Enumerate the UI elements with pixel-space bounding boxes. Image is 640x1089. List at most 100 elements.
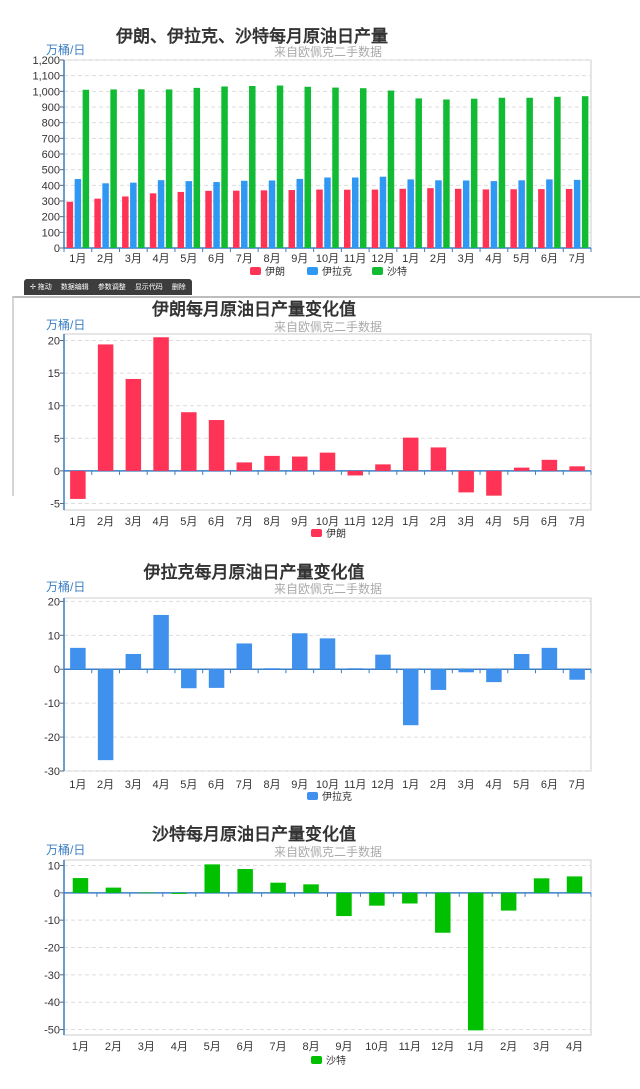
- x-tick-label: 2月: [97, 253, 114, 265]
- bar: [351, 177, 359, 248]
- bar: [490, 181, 498, 248]
- x-tick-label: 10月: [316, 779, 339, 791]
- x-tick-label: 4月: [153, 779, 170, 791]
- bar: [541, 647, 558, 670]
- chart-panel-iran-change: 伊朗每月原油日产量变化值 来自欧佩克二手数据 万桶/日 -5 0 5 10 15 20 1月 2月 3…: [0, 292, 640, 550]
- y-axis-title: 万桶/日: [46, 42, 85, 57]
- bar: [270, 882, 286, 893]
- x-tick-label: 7月: [236, 253, 253, 265]
- bar: [125, 378, 142, 471]
- bar: [233, 190, 240, 248]
- x-tick-label: 1月: [69, 516, 86, 528]
- x-tick-label: 7月: [569, 253, 586, 265]
- y-tick-label: 20: [48, 336, 60, 348]
- bar: [102, 183, 109, 248]
- legend-swatch: [250, 267, 261, 275]
- y-tick-label: 0: [54, 664, 60, 676]
- bar: [260, 190, 268, 248]
- legend-label: 沙特: [387, 266, 407, 278]
- x-tick-label: 10月: [365, 1041, 388, 1053]
- bar: [319, 452, 336, 471]
- x-tick-label: 9月: [291, 516, 308, 528]
- legend-swatch: [307, 792, 318, 800]
- bar: [573, 179, 581, 248]
- bar: [249, 86, 256, 248]
- chart-subtitle: 来自欧佩克二手数据: [274, 44, 382, 59]
- x-tick-label: 5月: [513, 253, 530, 265]
- x-tick-label: 3月: [533, 1041, 550, 1053]
- bar: [581, 96, 589, 248]
- x-tick-label: 2月: [500, 1041, 517, 1053]
- chart-panel-production: 伊朗、伊拉克、沙特每月原油日产量 来自欧佩克二手数据 万桶/日 0 100 200 300 4…: [0, 0, 640, 285]
- bar: [138, 892, 155, 894]
- legend-label: 伊朗: [265, 266, 285, 278]
- bar: [510, 189, 517, 248]
- bar: [237, 869, 253, 893]
- y-tick-label: -30: [44, 970, 60, 982]
- x-tick-label: 11月: [399, 1041, 421, 1053]
- x-tick-label: 5月: [180, 253, 197, 265]
- x-tick-label: 8月: [263, 253, 280, 265]
- bar: [387, 90, 395, 248]
- show-code-button[interactable]: 显示代码: [134, 284, 163, 291]
- bar: [268, 180, 276, 248]
- bar: [208, 420, 225, 471]
- chart-subtitle: 来自欧佩克二手数据: [274, 844, 382, 859]
- y-tick-label: -50: [44, 1025, 60, 1037]
- x-tick-label: 4月: [153, 253, 170, 265]
- y-tick-label: 400: [42, 180, 60, 192]
- y-tick-label: 20: [48, 596, 60, 608]
- x-tick-label: 1月: [72, 1041, 89, 1053]
- x-tick-label: 2月: [97, 516, 114, 528]
- bar: [486, 470, 502, 496]
- x-tick-label: 1月: [402, 779, 419, 791]
- y-tick-label: 200: [42, 212, 60, 224]
- bar: [407, 179, 414, 248]
- bar: [149, 193, 157, 248]
- x-tick-label: 5月: [180, 516, 197, 528]
- y-tick-label: 5: [54, 433, 60, 445]
- bar: [462, 180, 470, 248]
- bar: [566, 876, 583, 893]
- y-tick-label: 0: [54, 466, 60, 478]
- delete-button[interactable]: 删除: [171, 284, 186, 291]
- y-axis-title: 万桶/日: [46, 579, 85, 594]
- bar: [498, 97, 506, 248]
- bar: [181, 669, 197, 689]
- bar: [221, 86, 228, 248]
- bar: [343, 189, 351, 248]
- bar: [443, 99, 450, 248]
- x-tick-label: 3月: [125, 779, 142, 791]
- bar: [296, 178, 304, 248]
- drag-button[interactable]: ✢ 拖动: [30, 284, 52, 291]
- legend-label: 伊朗: [326, 528, 346, 540]
- x-tick-label: 7月: [569, 516, 586, 528]
- x-tick-label: 9月: [335, 1041, 352, 1053]
- bar: [105, 887, 122, 893]
- bar: [526, 97, 533, 248]
- bar: [369, 892, 385, 906]
- chart-title: 伊朗每月原油日产量变化值: [151, 299, 356, 319]
- bar: [185, 181, 193, 248]
- y-tick-label: -20: [44, 732, 60, 744]
- x-tick-label: 1月: [467, 1041, 484, 1053]
- edit-data-button[interactable]: 数据编辑: [60, 284, 89, 291]
- x-tick-label: 4月: [153, 516, 170, 528]
- bar: [569, 466, 585, 471]
- bar: [264, 668, 280, 670]
- bar: [546, 179, 553, 248]
- bar: [193, 87, 201, 249]
- bar: [276, 85, 284, 248]
- x-tick-label: 3月: [125, 516, 142, 528]
- x-tick-label: 2月: [430, 779, 447, 791]
- chart-subtitle: 来自欧佩克二手数据: [274, 581, 382, 596]
- bar: [324, 177, 331, 248]
- bar: [415, 98, 422, 248]
- y-tick-label: 15: [48, 368, 60, 380]
- bar: [500, 892, 517, 911]
- bar: [97, 344, 114, 471]
- bar: [375, 654, 391, 670]
- bar: [74, 179, 82, 248]
- params-button[interactable]: 参数调整: [97, 284, 126, 291]
